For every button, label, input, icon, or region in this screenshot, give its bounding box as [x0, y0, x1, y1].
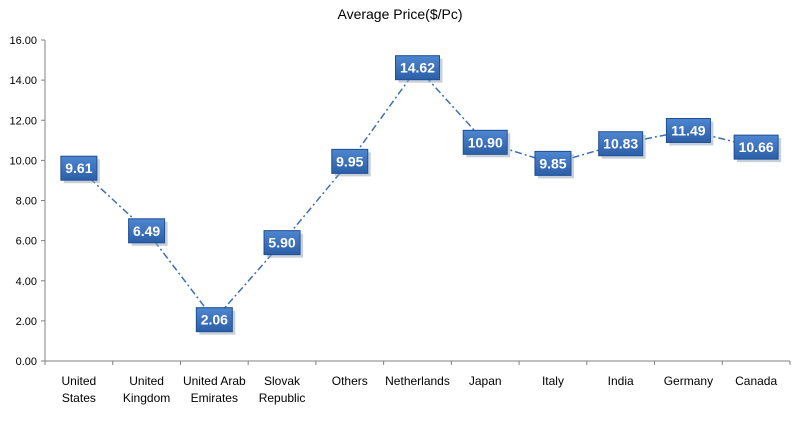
data-label: 9.61: [60, 155, 100, 184]
data-label-text: 9.95: [336, 153, 363, 169]
y-tick-label: 6.00: [16, 236, 37, 248]
y-tick-label: 14.00: [9, 75, 37, 87]
data-label-text: 6.49: [133, 223, 160, 239]
data-label-text: 9.61: [65, 160, 92, 176]
data-label-box: [395, 55, 440, 81]
x-tick-label-line: Kingdom: [123, 391, 170, 405]
series-line: [78, 66, 757, 321]
data-label: 14.62: [395, 55, 443, 83]
data-label-box: [60, 155, 98, 181]
data-label-box: [128, 218, 166, 244]
y-tick-label: 8.00: [16, 196, 37, 208]
data-label-box: [263, 230, 301, 256]
x-tick-label-line: Canada: [735, 374, 777, 388]
x-tick-label-line: Others: [332, 374, 368, 388]
x-tick-label: United States: [62, 374, 97, 405]
data-label-box: [462, 129, 508, 155]
data-label: 10.83: [598, 131, 646, 159]
axes: 0.00 2.00 4.00 6.00 8.00 10.00 12.00 14.00 16.00…: [9, 35, 791, 405]
data-label-box: [665, 117, 711, 143]
data-label: 10.90: [462, 129, 511, 158]
x-tick-label-line: United: [129, 374, 164, 388]
x-tick-label: India: [608, 374, 634, 388]
x-tick-label: Others: [332, 374, 368, 388]
data-label: 9.85: [534, 150, 574, 179]
x-tick-label-line: Japan: [469, 374, 502, 388]
data-label-text: 2.06: [201, 312, 228, 328]
chart-title: Average Price($/Pc): [337, 6, 463, 22]
x-tick-label: Japan: [469, 374, 502, 388]
data-label-text: 10.66: [739, 139, 774, 155]
y-tick-label: 12.00: [9, 115, 37, 127]
series-line-layer: [78, 66, 757, 321]
x-tick-label: Slovak Republic: [259, 374, 306, 405]
x-tick-label: Germany: [664, 374, 713, 388]
x-tick-label: United Arab Emirates: [183, 374, 246, 405]
data-label-box: [195, 307, 233, 333]
data-label-box: [534, 150, 572, 176]
y-tick-label: 2.00: [16, 316, 37, 328]
data-label: 11.49: [665, 117, 714, 146]
x-tick-label-line: United: [62, 374, 97, 388]
x-tick-label: Italy: [542, 374, 564, 388]
x-tick-label-line: Germany: [664, 374, 713, 388]
x-tick-label-line: Republic: [259, 391, 306, 405]
data-label-text: 14.62: [400, 60, 435, 76]
data-label-text: 10.90: [468, 134, 503, 150]
data-label: 10.66: [733, 134, 782, 163]
x-tick-label: Canada: [735, 374, 777, 388]
data-label: 6.49: [128, 218, 168, 246]
y-tick-label: 10.00: [9, 155, 37, 167]
x-tick-label: Netherlands: [385, 374, 450, 388]
data-label: 5.90: [263, 230, 304, 258]
x-tick-label-line: States: [62, 391, 96, 405]
x-tick-label-line: United Arab: [183, 374, 246, 388]
x-tick-label-line: Netherlands: [385, 374, 450, 388]
x-tick-label-line: Emirates: [191, 391, 238, 405]
data-label-text: 11.49: [671, 122, 705, 138]
data-label: 2.06: [195, 307, 236, 335]
data-label-text: 10.83: [603, 136, 638, 152]
data-label: 9.95: [331, 148, 371, 177]
y-tick-label: 4.00: [16, 276, 37, 288]
data-label-text: 9.85: [539, 155, 566, 171]
x-tick-label-line: Italy: [542, 374, 564, 388]
x-tick-label-line: India: [608, 374, 634, 388]
data-label-text: 5.90: [268, 235, 295, 251]
data-labels-layer: 9.61 6.49 2.06 5.90 9.95 14.62 10.90 9.85 10.83 1…: [60, 55, 782, 335]
x-tick-label-line: Slovak: [264, 374, 301, 388]
data-label-box: [331, 148, 369, 174]
data-label-box: [733, 134, 779, 160]
y-tick-label: 0.00: [16, 356, 37, 368]
x-tick-label: United Kingdom: [123, 374, 170, 405]
y-tick-label: 16.00: [9, 35, 37, 47]
data-label-box: [598, 131, 644, 157]
